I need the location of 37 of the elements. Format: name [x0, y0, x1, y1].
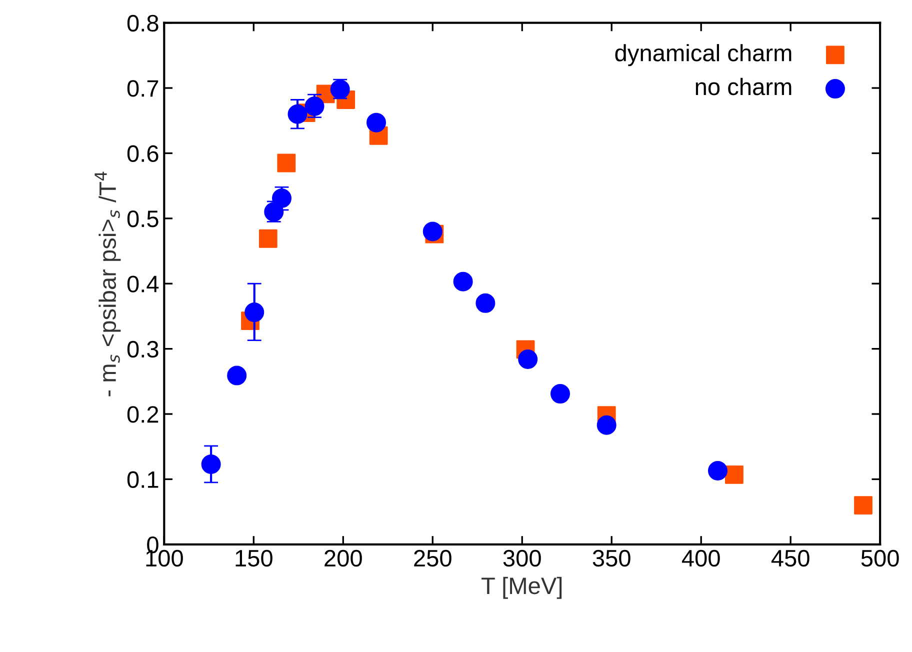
x-tick-label: 150: [236, 550, 272, 567]
point: [596, 415, 616, 435]
x-tick-label: 500: [861, 550, 899, 567]
y-tick-label: 0.7: [127, 80, 158, 97]
y-tick-label: 0.8: [127, 14, 158, 32]
point: [453, 272, 473, 292]
x-tick-label: 450: [771, 550, 810, 567]
x-tick-label: 250: [414, 550, 452, 567]
point: [476, 293, 496, 313]
x-tick-label: 350: [592, 550, 630, 567]
y-tick-label: 0.6: [127, 145, 158, 162]
legend-label: no charm: [696, 78, 792, 96]
legend-label: dynamical charm: [615, 44, 792, 66]
point: [288, 104, 308, 124]
point: [227, 366, 247, 386]
x-tick-label: 300: [503, 550, 541, 567]
y-axis-title: - m$_{s}$ <psibar psi>$_{s}$ /T$^{4}$: [94, 172, 121, 396]
y-tick-label: 0.4: [127, 276, 159, 292]
y-tick-label: 0.5: [127, 210, 158, 228]
point: [725, 465, 744, 484]
point: [258, 229, 278, 248]
point: [366, 112, 386, 132]
point: [854, 496, 872, 514]
x-axis-title: T [MeV]: [482, 576, 562, 599]
y-tick-label: 0.1: [127, 471, 158, 488]
point: [550, 384, 570, 404]
point: [708, 460, 728, 480]
x-tick-label: 200: [324, 550, 362, 567]
point: [518, 350, 538, 369]
point: [244, 302, 264, 322]
point: [304, 96, 324, 116]
x-tick-label: 400: [682, 550, 720, 567]
point: [277, 154, 296, 172]
y-tick-label: 0.3: [127, 340, 158, 358]
y-tick-label: 0.2: [127, 406, 158, 423]
point: [272, 188, 292, 208]
point: [201, 454, 221, 474]
